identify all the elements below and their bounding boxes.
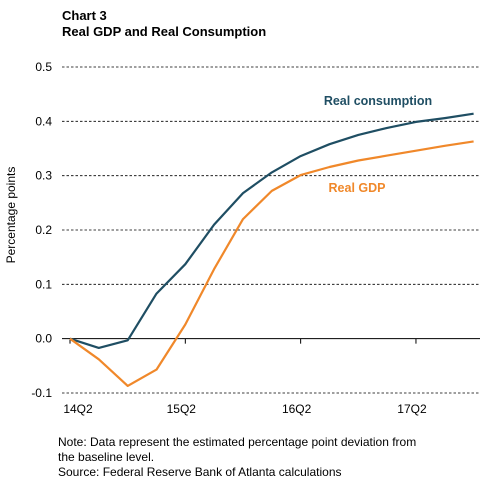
line-chart: -0.1 0.0 0.1 0.2 0.3 0.4 0.5 14Q2 15Q2 16Q2 17Q2 R… <box>31 60 480 416</box>
y-axis-label: Percentage points <box>4 166 18 264</box>
source-line: Source: Federal Reserve Bank of Atlanta … <box>58 465 342 479</box>
y-tick-label: 0.2 <box>35 223 52 237</box>
chart-notes: Note: Data represent the estimated perce… <box>58 435 478 480</box>
x-tick-label: 15Q2 <box>167 402 197 416</box>
axes: -0.1 0.0 0.1 0.2 0.3 0.4 0.5 14Q2 15Q2 16Q2 17Q2 <box>31 60 480 416</box>
series-lines <box>69 112 474 387</box>
real-consumption-label: Real consumption <box>324 94 432 108</box>
note-line-2: the baseline level. <box>58 450 155 464</box>
chart-title: Real GDP and Real Consumption <box>62 24 267 39</box>
gridlines <box>62 66 480 394</box>
x-tick-label: 16Q2 <box>282 402 312 416</box>
chart-number: Chart 3 <box>62 8 107 23</box>
real-gdp-label: Real GDP <box>329 181 386 195</box>
y-tick-label: 0.3 <box>35 169 52 183</box>
real-consumption-line <box>69 112 474 349</box>
y-tick-label: 0.1 <box>35 277 52 291</box>
series-labels: Real consumption Real GDP <box>324 94 432 195</box>
x-tick-label: 17Q2 <box>397 402 427 416</box>
note-line-1: Note: Data represent the estimated perce… <box>58 435 417 449</box>
real-gdp-line <box>69 140 474 387</box>
y-tick-label: -0.1 <box>31 386 52 400</box>
y-tick-label: 0.0 <box>35 332 52 346</box>
x-tick-label: 14Q2 <box>63 402 93 416</box>
y-tick-label: 0.5 <box>35 60 52 74</box>
y-tick-label: 0.4 <box>35 114 52 128</box>
